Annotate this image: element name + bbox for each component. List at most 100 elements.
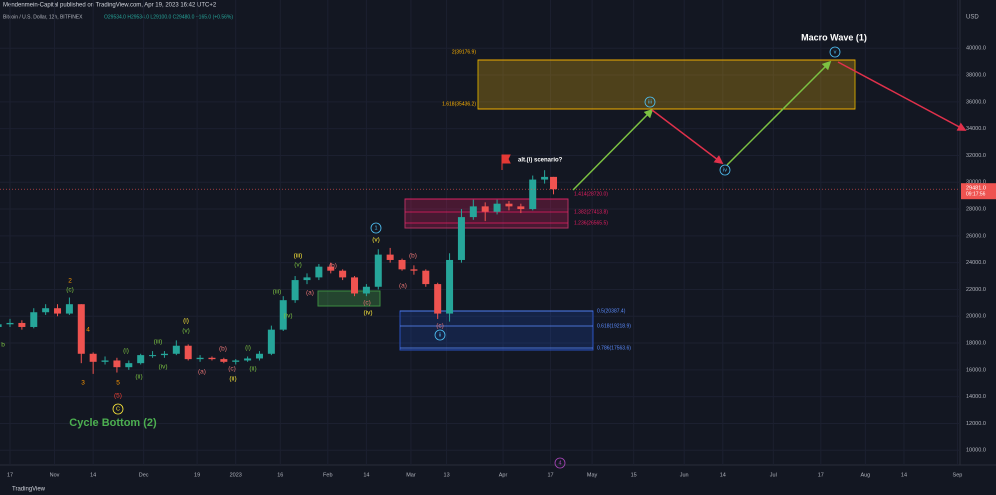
wave-label: (iv) bbox=[363, 310, 372, 317]
x-tick-label: 14 bbox=[90, 472, 96, 478]
wave-label: (iii) bbox=[294, 253, 303, 260]
candle-body bbox=[339, 270, 347, 278]
candle-body bbox=[172, 345, 180, 354]
fib-label: 0.786(17563.6) bbox=[597, 345, 631, 351]
candle-body bbox=[327, 266, 335, 271]
candle-body bbox=[374, 254, 382, 287]
y-tick-label: 38000.0 bbox=[966, 72, 986, 78]
y-tick-label: 28000.0 bbox=[966, 207, 986, 213]
candle-body bbox=[220, 359, 228, 362]
currency: USD bbox=[966, 15, 979, 21]
y-tick-label: 36000.0 bbox=[966, 99, 986, 105]
candle-body bbox=[6, 322, 14, 325]
x-tick-label: Jul bbox=[770, 472, 777, 478]
candle-body bbox=[457, 217, 465, 260]
candle-body bbox=[505, 203, 513, 207]
projection-arrow bbox=[726, 60, 832, 166]
wave-label: v bbox=[834, 49, 837, 55]
x-tick-label: Apr bbox=[499, 472, 508, 478]
fib-label: 2(39176.9) bbox=[452, 49, 477, 55]
candle-body bbox=[279, 300, 287, 330]
wave-label: (ii) bbox=[135, 374, 142, 381]
wave-circle bbox=[644, 96, 656, 108]
candle-body bbox=[362, 286, 370, 294]
x-tick-label: 17 bbox=[7, 472, 13, 478]
y-tick-label: 32000.0 bbox=[966, 153, 986, 159]
wave-label: (iv) bbox=[283, 313, 292, 320]
candle-body bbox=[481, 206, 489, 212]
candle-body bbox=[351, 277, 359, 294]
candle-body bbox=[42, 308, 50, 313]
alt-title: alt.(i) scenario? bbox=[518, 158, 563, 164]
wave-label: (b) bbox=[219, 346, 227, 353]
x-tick-label: Aug bbox=[860, 472, 870, 478]
candle-body bbox=[18, 322, 26, 327]
x-tick-label: 19 bbox=[194, 472, 200, 478]
y-tick-label: 22000.0 bbox=[966, 287, 986, 293]
wave-label: ii bbox=[439, 332, 441, 338]
candle-body bbox=[315, 266, 323, 278]
fib-zone bbox=[477, 59, 856, 110]
wave-label: (i) bbox=[183, 318, 189, 325]
candle-body bbox=[244, 358, 252, 361]
published: Mendenmein-Capital published on TradingV… bbox=[3, 3, 217, 9]
candle-body bbox=[469, 206, 477, 218]
fib-zone bbox=[399, 310, 594, 351]
wave-label: (c) bbox=[436, 323, 444, 330]
projection-arrow bbox=[651, 109, 724, 165]
wave-label: (v) bbox=[182, 328, 190, 335]
symbol: Bitcoin / U.S. Dollar, 12h, BITFINEX bbox=[3, 14, 83, 20]
x-tick-label: Jun bbox=[680, 472, 689, 478]
wave-label: C bbox=[116, 406, 120, 412]
wave-label: (a) bbox=[198, 369, 206, 376]
wave-label: iii bbox=[648, 99, 652, 105]
countdown: 09:17:56 bbox=[966, 192, 986, 198]
candle-body bbox=[529, 179, 537, 210]
projection-arrow bbox=[572, 108, 654, 191]
wave-circle bbox=[434, 329, 446, 341]
fib-label: 1.414(28720.0) bbox=[574, 191, 608, 197]
wave-label: 4 bbox=[558, 460, 561, 466]
candle-body bbox=[422, 270, 430, 285]
candle-body bbox=[434, 284, 442, 314]
wave-label: (v) bbox=[294, 262, 302, 269]
wave-label: (iv) bbox=[158, 364, 167, 371]
macro-title: Macro Wave (1) bbox=[801, 32, 867, 42]
y-tick-label: 10000.0 bbox=[966, 448, 986, 454]
x-tick-label: Feb bbox=[323, 472, 332, 478]
wave-label: (b) bbox=[409, 253, 417, 260]
candle-body bbox=[54, 308, 62, 314]
candle-body bbox=[30, 312, 38, 327]
y-tick-label: 14000.0 bbox=[966, 394, 986, 400]
candle-body bbox=[232, 360, 240, 362]
candle-body bbox=[0, 324, 2, 327]
x-tick-label: May bbox=[587, 472, 598, 478]
x-tick-label: 14 bbox=[363, 472, 369, 478]
wave-label: (c) bbox=[363, 300, 371, 307]
x-tick-label: Mar bbox=[406, 472, 416, 478]
y-tick-label: 30000.0 bbox=[966, 180, 986, 186]
candle-body bbox=[149, 355, 157, 357]
wave-label: (c) bbox=[66, 287, 74, 294]
candle-body bbox=[196, 357, 204, 360]
wave-label: (ii) bbox=[249, 366, 256, 373]
projection-arrow bbox=[837, 61, 967, 131]
wave-label: (v) bbox=[372, 237, 380, 244]
fib-label: 0.618(19218.9) bbox=[597, 323, 631, 329]
wave-label: (a) bbox=[399, 283, 407, 290]
wave-label: (ii) bbox=[229, 376, 236, 383]
price-tag bbox=[961, 183, 996, 200]
wave-label: b bbox=[1, 342, 5, 349]
y-tick-label: 40000.0 bbox=[966, 46, 986, 52]
candle-body bbox=[208, 357, 216, 360]
wave-circle bbox=[554, 457, 566, 469]
y-tick-label: 20000.0 bbox=[966, 314, 986, 320]
wave-label: (b) bbox=[329, 263, 337, 270]
x-tick-label: 17 bbox=[818, 472, 824, 478]
candle-body bbox=[303, 277, 311, 281]
candle-body bbox=[101, 360, 109, 362]
wave-label: (a) bbox=[306, 290, 314, 297]
candle-body bbox=[255, 353, 263, 359]
